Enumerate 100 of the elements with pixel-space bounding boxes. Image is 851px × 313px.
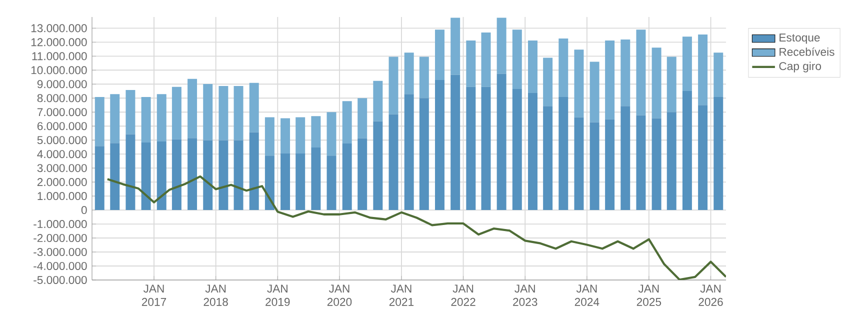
bar — [172, 86, 182, 140]
bar — [419, 98, 429, 210]
bar — [296, 154, 306, 210]
bar — [188, 138, 198, 210]
x-tick-label: JAN 2019 — [266, 284, 290, 306]
bar — [636, 115, 646, 210]
bar — [326, 112, 336, 156]
bar — [218, 86, 228, 140]
bar — [466, 86, 476, 210]
bar — [698, 34, 708, 106]
bar — [388, 56, 398, 114]
bar — [698, 105, 708, 210]
bar — [714, 52, 724, 98]
bar — [496, 74, 506, 210]
y-tick-label: -2.000.000 — [34, 234, 87, 242]
x-tick-label: JAN 2017 — [142, 284, 166, 306]
bar — [110, 94, 120, 144]
bar — [558, 38, 568, 98]
bar — [110, 143, 120, 210]
bar — [404, 94, 414, 210]
bar — [528, 92, 538, 210]
bar — [342, 101, 352, 144]
bar — [188, 78, 198, 138]
bar — [141, 97, 151, 142]
bar — [326, 156, 336, 210]
bar — [512, 89, 522, 210]
y-tick-label: 12.000.000 — [31, 38, 87, 46]
bar — [481, 32, 491, 87]
bar — [156, 94, 166, 142]
x-tick-label: JAN 2018 — [204, 284, 228, 306]
bar — [666, 56, 676, 112]
y-tick-label: 0 — [81, 206, 87, 214]
bar — [481, 86, 491, 210]
bar — [543, 106, 553, 210]
bar — [682, 90, 692, 210]
y-tick-label: 5.000.000 — [37, 136, 87, 144]
y-tick-label: 2.000.000 — [37, 178, 87, 186]
bar — [636, 30, 646, 116]
bar — [358, 98, 368, 138]
bar — [264, 117, 274, 156]
bar — [512, 30, 522, 90]
y-tick-label: 6.000.000 — [37, 122, 87, 130]
y-tick-label: 1.000.000 — [38, 192, 87, 200]
bar — [605, 119, 615, 210]
legend-label: Recebíveis — [780, 47, 834, 56]
y-tick-label: 3.000.000 — [37, 164, 87, 172]
y-tick-label: -4.000.000 — [34, 262, 87, 270]
bar — [666, 112, 676, 210]
x-tick-label: JAN 2022 — [451, 284, 476, 306]
bar — [311, 148, 321, 210]
x-tick-label: JAN 2021 — [389, 284, 414, 306]
y-tick-label: -5.000.000 — [34, 276, 87, 284]
bar — [342, 143, 352, 210]
bar — [358, 138, 368, 210]
bar — [373, 121, 383, 210]
bar — [296, 117, 306, 154]
bar — [590, 62, 600, 122]
bar — [419, 56, 429, 98]
bar — [528, 40, 538, 93]
y-tick-label: 7.000.000 — [37, 108, 87, 116]
bar — [682, 36, 692, 91]
bar — [466, 40, 476, 87]
bar — [203, 140, 213, 210]
bar — [311, 116, 321, 148]
x-tick-label: JAN 2020 — [327, 284, 352, 306]
y-tick-label: -1.000.000 — [34, 220, 87, 228]
bar — [234, 86, 244, 140]
x-tick-label: JAN 2025 — [636, 284, 662, 306]
x-tick-label: JAN 2024 — [574, 284, 600, 306]
bar — [249, 82, 259, 132]
bar — [94, 97, 104, 146]
bar — [203, 84, 213, 140]
bar — [590, 122, 600, 210]
y-tick-label: 10.000.000 — [31, 66, 87, 74]
y-tick-label: 4.000.000 — [37, 150, 87, 158]
bar — [141, 142, 151, 210]
y-tick-label: 9.000.000 — [37, 80, 87, 88]
y-tick-label: 11.000.000 — [32, 52, 87, 60]
bar — [652, 118, 662, 210]
bar — [94, 146, 104, 210]
bar — [652, 48, 662, 118]
legend-label: Estoque — [780, 34, 820, 44]
bar — [404, 52, 414, 94]
line-series — [106, 175, 726, 280]
bar — [373, 80, 383, 122]
bar — [280, 118, 290, 154]
bar — [126, 90, 136, 134]
bar — [620, 40, 630, 106]
bar — [714, 97, 724, 210]
bar — [605, 40, 615, 120]
bar — [574, 117, 584, 210]
bar — [156, 141, 166, 210]
bar — [543, 58, 553, 106]
bar — [558, 97, 568, 210]
bar — [234, 140, 244, 210]
bar — [264, 156, 274, 210]
bar — [218, 140, 228, 210]
bar — [435, 30, 444, 80]
bar — [126, 134, 136, 210]
bar — [496, 18, 506, 74]
